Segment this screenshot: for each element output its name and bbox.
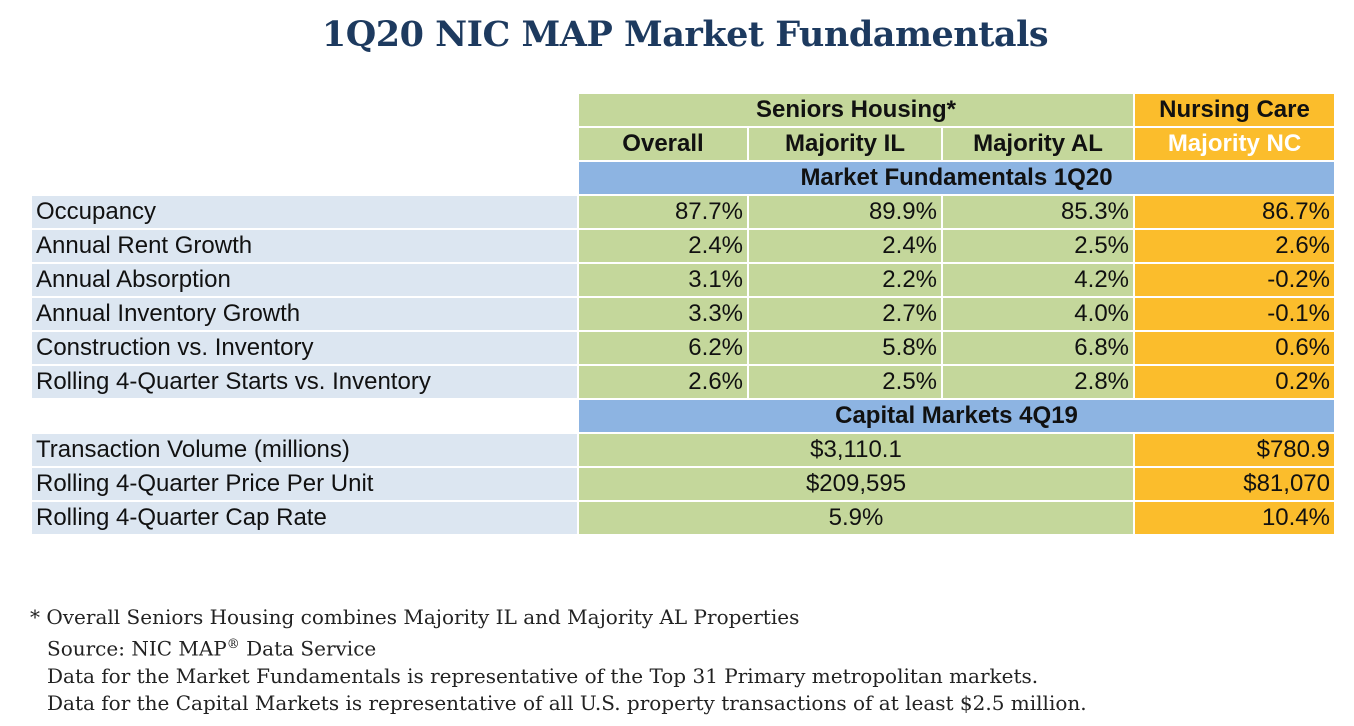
footnotes: * Overall Seniors Housing combines Major… (30, 604, 1087, 717)
source-text: Data Service (239, 636, 377, 661)
row-label: Rolling 4-Quarter Price Per Unit (30, 466, 579, 502)
col-header-majority-nc: Majority NC (1133, 126, 1336, 162)
value-cell: 5.8% (747, 330, 943, 366)
col-header-majority-il: Majority IL (747, 126, 943, 162)
row-label: Rolling 4-Quarter Starts vs. Inventory (30, 364, 579, 400)
value-cell: 2.5% (747, 364, 943, 400)
table-row: Rolling 4-Quarter Cap Rate 5.9% 10.4% (30, 500, 1336, 536)
value-cell: 89.9% (747, 194, 943, 230)
nursing-value-cell: $780.9 (1133, 432, 1336, 468)
value-cell: 2.7% (747, 296, 943, 332)
row-label: Annual Rent Growth (30, 228, 579, 264)
value-cell: 0.2% (1133, 364, 1336, 400)
table-row: Construction vs. Inventory 6.2% 5.8% 6.8% 0.… (30, 330, 1336, 366)
table-row: Annual Rent Growth 2.4% 2.4% 2.5% 2.6% (30, 228, 1336, 264)
blank-cell (30, 160, 579, 196)
row-label: Construction vs. Inventory (30, 330, 579, 366)
row-label: Transaction Volume (millions) (30, 432, 579, 468)
value-cell: 2.4% (747, 228, 943, 264)
value-cell: 2.6% (577, 364, 749, 400)
section-header-capital-markets: Capital Markets 4Q19 (577, 398, 1336, 434)
value-cell: 87.7% (577, 194, 749, 230)
footnote-line: Data for the Capital Markets is represen… (47, 690, 1087, 715)
registered-mark: ® (226, 637, 240, 652)
table-row: Rolling 4-Quarter Price Per Unit $209,595… (30, 466, 1336, 502)
page-title: 1Q20 NIC MAP Market Fundamentals (321, 14, 1049, 55)
section-header-market-fundamentals: Market Fundamentals 1Q20 (577, 160, 1336, 196)
value-cell: -0.2% (1133, 262, 1336, 298)
value-cell: 2.4% (577, 228, 749, 264)
row-label: Annual Absorption (30, 262, 579, 298)
table-row: Transaction Volume (millions) $3,110.1 $78… (30, 432, 1336, 468)
nursing-value-cell: $81,070 (1133, 466, 1336, 502)
footnote-line: * Overall Seniors Housing combines Major… (30, 604, 1087, 631)
value-cell: 3.3% (577, 296, 749, 332)
value-cell: 3.1% (577, 262, 749, 298)
col-header-overall: Overall (577, 126, 749, 162)
seniors-value-cell: 5.9% (577, 500, 1135, 536)
seniors-value-cell: $209,595 (577, 466, 1135, 502)
value-cell: 6.8% (941, 330, 1135, 366)
asterisk: * (30, 605, 40, 629)
market-fundamentals-table: Seniors Housing* Nursing Care Overall Ma… (30, 92, 1336, 536)
value-cell: 0.6% (1133, 330, 1336, 366)
value-cell: 4.2% (941, 262, 1135, 298)
value-cell: 2.5% (941, 228, 1135, 264)
seniors-value-cell: $3,110.1 (577, 432, 1135, 468)
nursing-value-cell: 10.4% (1133, 500, 1336, 536)
value-cell: 2.6% (1133, 228, 1336, 264)
blank-cell (30, 126, 579, 162)
source-text: Source: NIC MAP (47, 636, 227, 661)
value-cell: 85.3% (941, 194, 1135, 230)
row-label: Annual Inventory Growth (30, 296, 579, 332)
table-row: Occupancy 87.7% 89.9% 85.3% 86.7% (30, 194, 1336, 230)
row-label: Rolling 4-Quarter Cap Rate (30, 500, 579, 536)
value-cell: 2.2% (747, 262, 943, 298)
value-cell: 6.2% (577, 330, 749, 366)
nursing-care-header: Nursing Care (1133, 92, 1336, 128)
blank-cell (30, 92, 579, 128)
value-cell: -0.1% (1133, 296, 1336, 332)
value-cell: 4.0% (941, 296, 1135, 332)
value-cell: 86.7% (1133, 194, 1336, 230)
table-row: Annual Absorption 3.1% 2.2% 4.2% -0.2% (30, 262, 1336, 298)
footnote-line: Data for the Market Fundamentals is repr… (47, 663, 1039, 688)
row-label: Occupancy (30, 194, 579, 230)
table-row: Rolling 4-Quarter Starts vs. Inventory 2.… (30, 364, 1336, 400)
footnote-text: Overall Seniors Housing combines Majorit… (46, 605, 800, 629)
seniors-housing-header: Seniors Housing* (577, 92, 1135, 128)
value-cell: 2.8% (941, 364, 1135, 400)
table-row: Annual Inventory Growth 3.3% 2.7% 4.0% -0.1% (30, 296, 1336, 332)
blank-cell (30, 398, 579, 434)
col-header-majority-al: Majority AL (941, 126, 1135, 162)
source-line: Source: NIC MAP® Data Service (30, 631, 1087, 663)
